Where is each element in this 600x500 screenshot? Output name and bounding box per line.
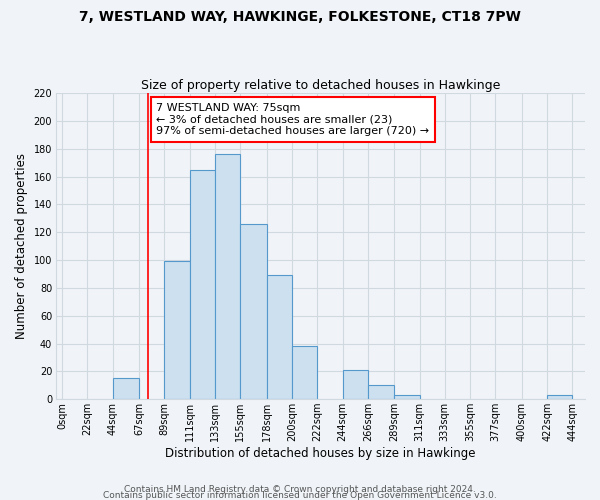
X-axis label: Distribution of detached houses by size in Hawkinge: Distribution of detached houses by size …	[166, 447, 476, 460]
Bar	[113, 378, 139, 399]
Text: 7 WESTLAND WAY: 75sqm
← 3% of detached houses are smaller (23)
97% of semi-detac: 7 WESTLAND WAY: 75sqm ← 3% of detached h…	[157, 103, 430, 136]
Text: 7, WESTLAND WAY, HAWKINGE, FOLKESTONE, CT18 7PW: 7, WESTLAND WAY, HAWKINGE, FOLKESTONE, C…	[79, 10, 521, 24]
Bar	[215, 154, 240, 399]
Bar	[394, 395, 419, 399]
Bar	[190, 170, 215, 399]
Title: Size of property relative to detached houses in Hawkinge: Size of property relative to detached ho…	[141, 79, 500, 92]
Bar	[292, 346, 317, 399]
Bar	[368, 386, 394, 399]
Bar	[547, 395, 572, 399]
Text: Contains HM Land Registry data © Crown copyright and database right 2024.: Contains HM Land Registry data © Crown c…	[124, 484, 476, 494]
Bar	[343, 370, 368, 399]
Bar	[164, 262, 190, 399]
Bar	[240, 224, 266, 399]
Text: Contains public sector information licensed under the Open Government Licence v3: Contains public sector information licen…	[103, 490, 497, 500]
Bar	[266, 276, 292, 399]
Y-axis label: Number of detached properties: Number of detached properties	[15, 153, 28, 339]
